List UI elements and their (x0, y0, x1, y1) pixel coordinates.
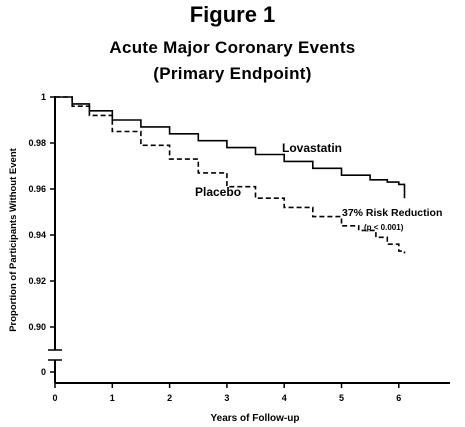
y-tick-label: 1 (41, 92, 46, 102)
x-tick-label: 1 (110, 393, 115, 403)
y-tick-label: 0.90 (28, 322, 46, 332)
series-line-lovastatin (55, 96, 406, 199)
risk-reduction-annotation: 37% Risk Reduction (342, 207, 442, 219)
y-tick-label: 0 (41, 367, 46, 377)
x-axis-label: Years of Follow-up (211, 413, 300, 424)
p-value-annotation: (p < 0.001) (364, 223, 404, 232)
y-axis-label: Proportion of Participants Without Event (8, 147, 19, 331)
y-tick-label: 0.96 (28, 184, 46, 194)
y-tick-label: 0.94 (28, 230, 46, 240)
series-line-placebo (55, 96, 406, 254)
series-label-placebo: Placebo (195, 185, 241, 199)
x-tick-label: 2 (167, 393, 172, 403)
x-tick-label: 0 (52, 393, 57, 403)
x-tick-label: 5 (339, 393, 344, 403)
figure-label: Figure 1 (189, 2, 276, 27)
y-tick-label: 0.98 (28, 138, 46, 148)
chart-title: Acute Major Coronary Events (109, 38, 356, 57)
x-tick-label: 4 (282, 393, 287, 403)
chart-subtitle: (Primary Endpoint) (153, 64, 312, 83)
y-tick-label: 0.92 (28, 276, 46, 286)
x-tick-label: 6 (396, 393, 401, 403)
series-label-lovastatin: Lovastatin (282, 141, 342, 155)
x-tick-label: 3 (224, 393, 229, 403)
